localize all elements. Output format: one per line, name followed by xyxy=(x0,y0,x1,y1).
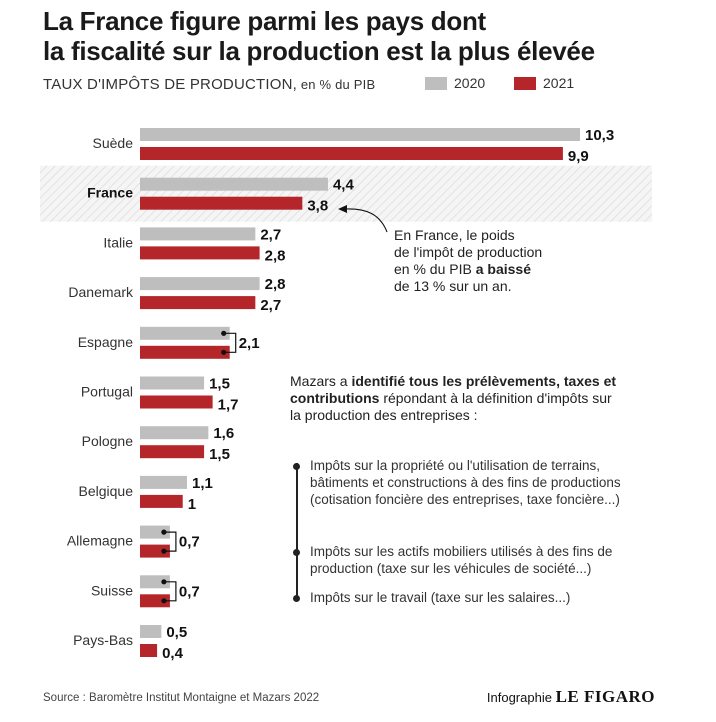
legend-swatch-2020 xyxy=(425,76,447,90)
bracket-espagne xyxy=(223,332,237,353)
category-label: Allemagne xyxy=(67,533,133,549)
value-label-2021: 9,9 xyxy=(568,148,589,165)
value-label: 2,1 xyxy=(239,335,260,352)
source-note: Source : Baromètre Institut Montaigne et… xyxy=(43,692,320,704)
mazars-annotation-emphasis: identifié tous les prélèvements, taxes e… xyxy=(290,373,617,406)
france-annotation-line-4: de 13 % sur un an. xyxy=(394,278,512,294)
list-item-property-tax: Impôts sur la propriété ou l'utilisation… xyxy=(310,458,621,507)
list-bullet-2 xyxy=(293,549,300,556)
france-annotation-line-1: En France, le poids xyxy=(394,227,515,243)
france-annotation-line-3a: en % du PIB xyxy=(394,261,476,277)
legend-item-2021: 2021 xyxy=(514,75,574,91)
value-label-2021: 3,8 xyxy=(307,198,328,215)
france-annotation-line-3: en % du PIB a baissé xyxy=(394,261,542,278)
list-item-movable-assets-tax: Impôts sur les actifs mobiliers utilisés… xyxy=(310,544,613,576)
value-label-2021: 2,7 xyxy=(260,297,281,314)
value-label: 0,7 xyxy=(179,583,200,600)
bar-2020-belgique xyxy=(140,475,187,489)
category-label: Suède xyxy=(93,135,134,151)
chart-title: La France figure parmi les pays dont la … xyxy=(43,6,595,66)
bar-2021-pologne xyxy=(140,445,205,459)
title-line-1: La France figure parmi les pays dont xyxy=(43,6,486,36)
bar-2021-espagne xyxy=(140,345,230,359)
bar-2020-danemark xyxy=(140,277,260,291)
credit: Infographie LE FIGARO xyxy=(487,687,655,707)
legend-label-2020: 2020 xyxy=(454,75,486,91)
list-bullet-1 xyxy=(293,463,300,470)
bar-end-dot xyxy=(161,529,167,535)
bar-2021-belgique xyxy=(140,494,183,508)
category-label: Belgique xyxy=(79,483,134,499)
arrow-head xyxy=(338,205,347,213)
bar-end-dot xyxy=(161,579,167,585)
category-label: Pologne xyxy=(82,433,134,449)
bar-end-dot xyxy=(221,330,227,336)
mazars-annotation: Mazars a identifié tous les prélèvements… xyxy=(290,373,620,424)
france-annotation: En France, le poids de l'impôt de produc… xyxy=(394,227,542,295)
bar-end-dot xyxy=(161,598,167,604)
bar-2020-allemagne xyxy=(140,525,170,539)
bracket-suisse xyxy=(163,581,177,602)
bracket-allemagne xyxy=(163,531,177,552)
bar-2021-portugal xyxy=(140,395,213,409)
credit-prefix: Infographie xyxy=(486,690,556,705)
bar-2021-suède xyxy=(140,147,563,160)
bar-end-dot xyxy=(221,349,227,355)
bar-2020-france xyxy=(140,177,328,191)
value-label-2020: 1,5 xyxy=(209,376,230,393)
mazars-annotation-part-3: répondant à la définition d'impôts sur l… xyxy=(290,390,612,423)
france-annotation-emphasis: a baissé xyxy=(475,261,531,277)
subtitle-unit: en % du PIB xyxy=(297,77,376,92)
title-line-2: la fiscalité sur la production est la pl… xyxy=(43,36,595,66)
bar-2021-allemagne xyxy=(140,544,170,558)
list-connector-line xyxy=(296,463,298,601)
value-label-2020: 2,8 xyxy=(265,276,286,293)
value-label-2020: 4,4 xyxy=(333,177,355,194)
bar-end-dot xyxy=(161,548,167,554)
mazars-annotation-part-1: Mazars a xyxy=(290,373,352,389)
category-label: Portugal xyxy=(81,384,133,400)
bar-2020-pays-bas xyxy=(140,625,162,638)
bar-2020-espagne xyxy=(140,326,230,340)
category-label: Italie xyxy=(103,234,133,250)
bar-2021-italie xyxy=(140,246,260,260)
legend-label-2021: 2021 xyxy=(543,75,575,91)
subtitle-text: TAUX D'IMPÔTS DE PRODUCTION, xyxy=(43,76,298,93)
value-label-2020: 1,1 xyxy=(192,475,213,492)
value-label-2021: 2,8 xyxy=(265,247,286,264)
value-label-2021: 0,4 xyxy=(162,645,184,662)
le-figaro-logo: LE FIGARO xyxy=(555,687,655,706)
bar-2021-danemark xyxy=(140,296,256,310)
bar-2021-pays-bas xyxy=(140,644,158,657)
category-label: Danemark xyxy=(68,284,134,300)
value-label-2020: 1,6 xyxy=(213,425,234,442)
list-bullet-3 xyxy=(293,595,300,602)
value-label: 0,7 xyxy=(179,534,200,551)
bar-2021-suisse xyxy=(140,594,170,608)
bar-2020-pologne xyxy=(140,426,209,440)
value-label-2021: 1,7 xyxy=(218,397,239,414)
list-item-labour-tax: Impôts sur le travail (taxe sur les sala… xyxy=(310,590,571,605)
category-label: Suisse xyxy=(91,582,133,598)
france-annotation-arrow xyxy=(344,208,388,233)
chart-subtitle: TAUX D'IMPÔTS DE PRODUCTION, en % du PIB xyxy=(43,76,375,93)
category-label: France xyxy=(87,185,133,201)
value-label-2021: 1,5 xyxy=(209,446,230,463)
bar-2021-france xyxy=(140,196,303,210)
bar-2020-suisse xyxy=(140,575,170,589)
value-label-2021: 1 xyxy=(188,496,196,513)
category-label: Espagne xyxy=(78,334,133,350)
legend-swatch-2021 xyxy=(514,76,536,90)
value-label-2020: 0,5 xyxy=(166,624,187,641)
france-annotation-line-2: de l'impôt de production xyxy=(394,244,543,260)
bar-2020-italie xyxy=(140,227,256,241)
value-label-2020: 10,3 xyxy=(585,127,614,144)
value-label-2020: 2,7 xyxy=(260,226,281,243)
legend-item-2020: 2020 xyxy=(425,75,485,91)
bar-2020-portugal xyxy=(140,376,205,390)
bar-2020-suède xyxy=(140,128,580,141)
category-label: Pays-Bas xyxy=(73,632,133,648)
